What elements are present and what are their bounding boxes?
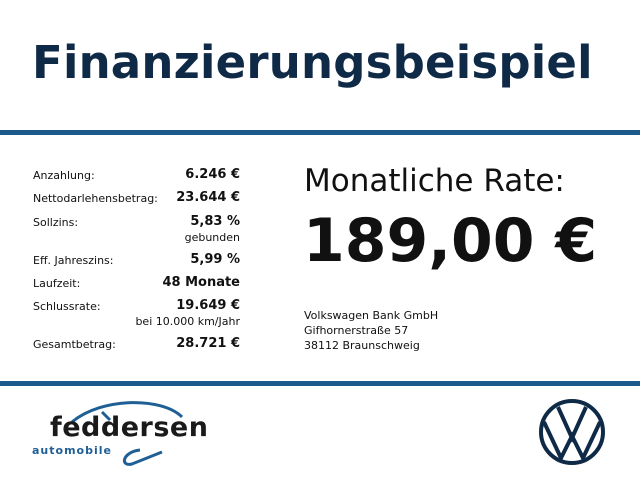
value-anzahlung: 6.246 € <box>185 167 240 182</box>
feddersen-logo: feddersen automobile <box>32 392 222 472</box>
top-divider <box>0 130 640 135</box>
label-gesamtbetrag: Gesamtbetrag: <box>33 338 116 351</box>
vw-logo <box>538 398 606 470</box>
value-nettodarlehensbetrag: 23.644 € <box>176 190 240 205</box>
note-schlussrate: bei 10.000 km/Jahr <box>135 315 240 328</box>
value-eff-jahreszins: 5,99 % <box>190 252 240 267</box>
value-schlussrate: 19.649 € <box>176 298 240 313</box>
label-schlussrate: Schlussrate: <box>33 300 101 313</box>
bottom-divider <box>0 381 640 386</box>
value-laufzeit: 48 Monate <box>162 275 240 290</box>
feddersen-wordmark: feddersen <box>50 412 209 443</box>
lender-name: Volkswagen Bank GmbH <box>304 309 439 322</box>
label-nettodarlehensbetrag: Nettodarlehensbetrag: <box>33 192 158 205</box>
label-sollzins: Sollzins: <box>33 216 79 229</box>
note-sollzins: gebunden <box>184 231 240 244</box>
page-title: Finanzierungsbeispiel <box>32 36 593 89</box>
label-laufzeit: Laufzeit: <box>33 277 81 290</box>
label-anzahlung: Anzahlung: <box>33 169 95 182</box>
value-sollzins: 5,83 % <box>190 214 240 229</box>
monthly-rate-value: 189,00 € <box>303 206 598 276</box>
monthly-rate-label: Monatliche Rate: <box>304 163 565 199</box>
lender-city: 38112 Braunschweig <box>304 339 420 352</box>
value-gesamtbetrag: 28.721 € <box>176 336 240 351</box>
label-eff-jahreszins: Eff. Jahreszins: <box>33 254 114 267</box>
automobile-wordmark: automobile <box>32 444 112 457</box>
lender-street: Gifhornerstraße 57 <box>304 324 409 337</box>
